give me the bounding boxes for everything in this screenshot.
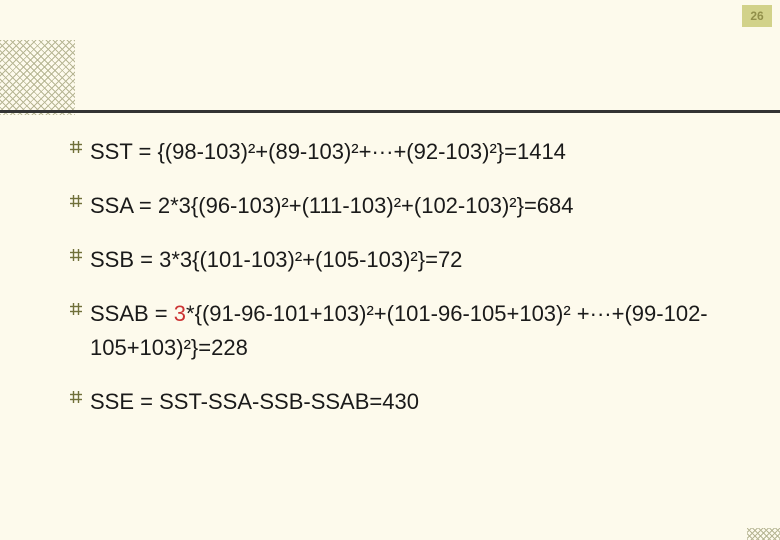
hash-icon	[70, 141, 90, 153]
formula-text: SST = {(98-103)²+(89-103)²+···+(92-103)²…	[90, 135, 720, 169]
corner-hatch-decoration-small	[747, 528, 780, 540]
hash-icon	[70, 391, 90, 403]
list-item: SSB = 3*3{(101-103)²+(105-103)²}=72	[70, 243, 720, 277]
list-item: SSA = 2*3{(96-103)²+(111-103)²+(102-103)…	[70, 189, 720, 223]
page-number-badge: 26	[742, 5, 772, 27]
hash-icon	[70, 249, 90, 261]
formula-prefix: SSAB =	[90, 301, 174, 326]
formula-list: SST = {(98-103)²+(89-103)²+···+(92-103)²…	[70, 135, 720, 440]
formula-text: SSE = SST-SSA-SSB-SSAB=430	[90, 385, 720, 419]
list-item: SSAB = 3*{(91-96-101+103)²+(101-96-105+1…	[70, 297, 720, 365]
hash-icon	[70, 303, 90, 315]
horizontal-divider	[0, 110, 780, 113]
formula-text: SSB = 3*3{(101-103)²+(105-103)²}=72	[90, 243, 720, 277]
formula-text: SSAB = 3*{(91-96-101+103)²+(101-96-105+1…	[90, 297, 720, 365]
list-item: SST = {(98-103)²+(89-103)²+···+(92-103)²…	[70, 135, 720, 169]
formula-highlight: 3	[174, 301, 186, 326]
formula-text: SSA = 2*3{(96-103)²+(111-103)²+(102-103)…	[90, 189, 720, 223]
hash-icon	[70, 195, 90, 207]
list-item: SSE = SST-SSA-SSB-SSAB=430	[70, 385, 720, 419]
corner-hatch-decoration	[0, 40, 75, 115]
page-number: 26	[750, 9, 763, 23]
